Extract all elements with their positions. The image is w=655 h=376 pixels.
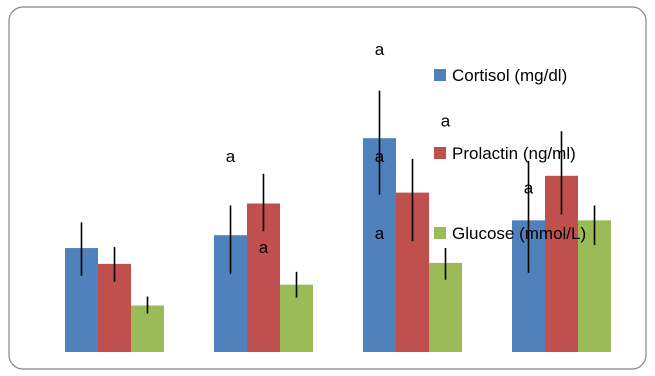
significance-label: a [441, 111, 451, 130]
legend-swatch-2 [434, 147, 446, 159]
annotations-layer: a a a a a a a [226, 40, 534, 257]
legend-label-1: Cortisol (mg/dl) [452, 66, 567, 85]
significance-label: a [226, 147, 236, 166]
significance-label: a [259, 238, 269, 257]
significance-label: a [375, 147, 385, 166]
significance-label: a [375, 40, 385, 59]
legend: Cortisol (mg/dl) Prolactin (ng/ml) Glucose… [434, 66, 586, 243]
legend-label-2: Prolactin (ng/ml) [452, 144, 576, 163]
significance-label: a [524, 179, 534, 198]
chart-frame [8, 6, 647, 370]
legend-label-3: Glucose (mmol/L) [452, 224, 586, 243]
significance-label: a [375, 224, 385, 243]
bars-layer [65, 90, 611, 352]
legend-swatch-1 [434, 69, 446, 81]
legend-swatch-3 [434, 227, 446, 239]
